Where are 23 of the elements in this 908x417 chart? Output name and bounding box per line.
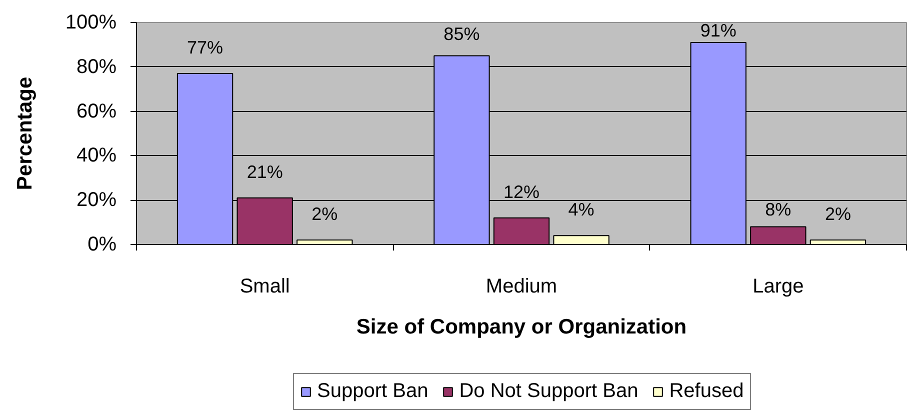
y-tick-label: 0% <box>88 234 117 256</box>
legend-label: Support Ban <box>317 380 428 403</box>
y-tick-label: 80% <box>76 56 117 78</box>
y-tick-label: 20% <box>76 189 117 212</box>
data-label: 91% <box>700 20 736 40</box>
x-tick-label: Small <box>240 276 290 298</box>
x-tick-label: Large <box>752 276 804 298</box>
x-tick-label: Medium <box>486 276 558 298</box>
data-label: 12% <box>503 182 540 202</box>
data-label: 2% <box>312 204 338 224</box>
y-tick-label: 100% <box>65 12 117 34</box>
data-label: 85% <box>444 24 480 44</box>
data-label: 21% <box>246 162 283 182</box>
data-label: 77% <box>187 38 224 58</box>
y-axis-title: Percentage <box>13 76 36 190</box>
data-label: 2% <box>824 204 851 224</box>
y-tick-label: 60% <box>76 100 117 122</box>
data-label: 8% <box>765 200 792 220</box>
legend-label: Refused <box>669 380 744 403</box>
legend-label: Do Not Support Ban <box>459 380 638 403</box>
data-label: 4% <box>568 200 594 220</box>
y-tick-label: 40% <box>76 144 117 167</box>
x-axis-title: Size of Company or Organization <box>356 316 687 338</box>
